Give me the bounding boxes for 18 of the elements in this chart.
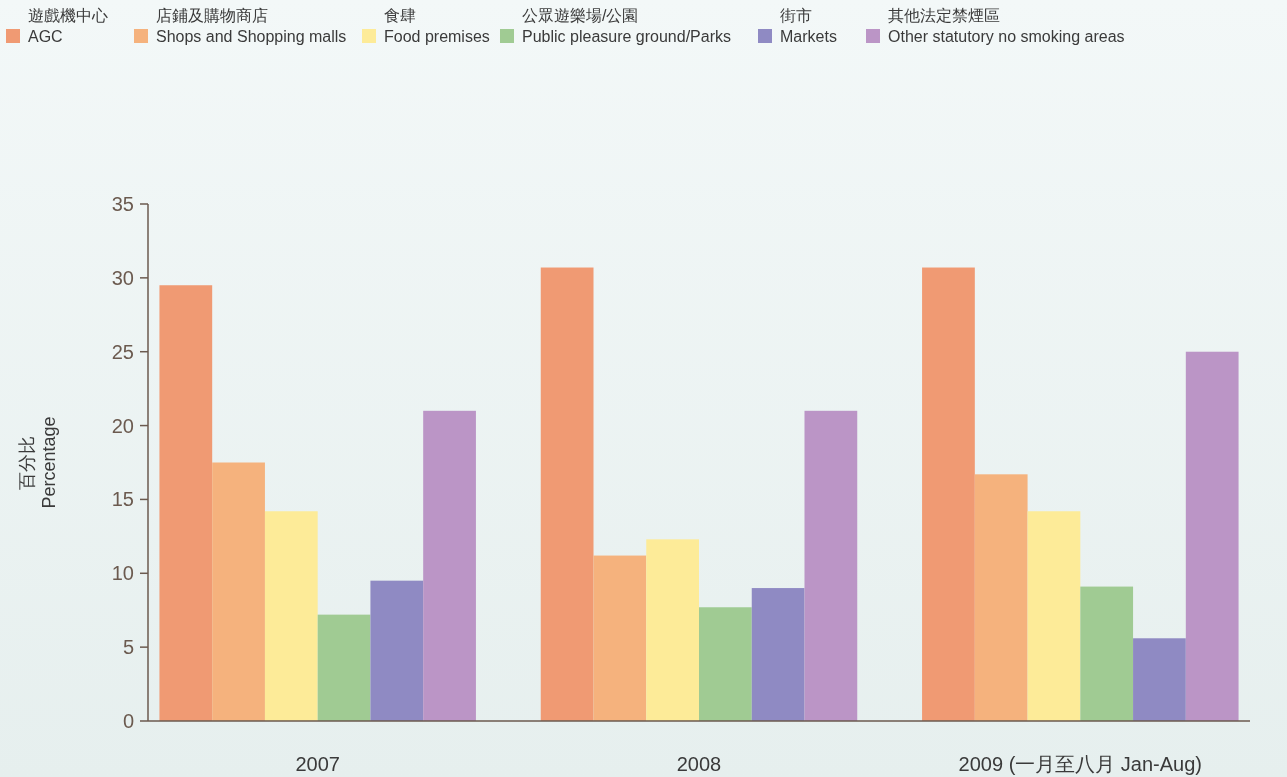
y-tick-label: 30 <box>111 266 134 289</box>
y-axis-title: 百分比 Percentage <box>17 416 59 509</box>
legend-label: 店鋪及購物商店 Shops and Shopping malls <box>156 7 347 45</box>
legend-label: 遊戲機中心 AGC <box>28 7 108 45</box>
legend-label: 食肆 Food premises <box>384 7 490 45</box>
x-tick-label: 2007 <box>295 753 340 775</box>
legend-label: 公眾遊樂場/公園 Public pleasure ground/Parks <box>522 7 732 45</box>
y-tick-label: 15 <box>111 488 134 511</box>
x-tick-label: 2008 <box>676 753 722 775</box>
y-tick-label: 20 <box>111 414 134 437</box>
y-tick-label: 0 <box>122 710 134 732</box>
y-tick-label: 5 <box>122 636 134 659</box>
y-tick-label: 10 <box>111 562 134 585</box>
y-tick-label: 35 <box>111 193 134 215</box>
legend-label: 其他法定禁煙區 Other statutory no smoking areas <box>888 7 1125 45</box>
legend-label: 街市 Markets <box>780 7 837 45</box>
x-tick-label: 2009 (一月至八月 Jan-Aug) <box>958 753 1203 775</box>
y-tick-label: 25 <box>111 340 134 363</box>
